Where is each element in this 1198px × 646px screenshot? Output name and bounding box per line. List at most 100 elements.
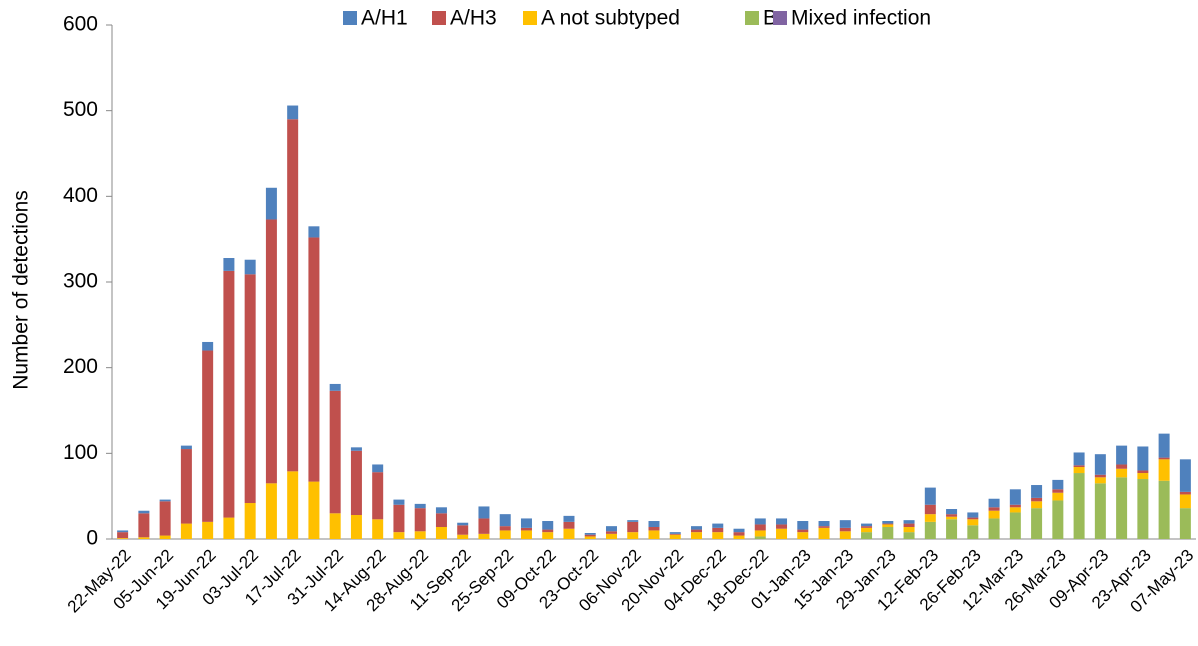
- bar-segment: [1137, 470, 1149, 474]
- bar-segment: [138, 510, 150, 514]
- bar-segment: [924, 504, 936, 515]
- bar-segment: [712, 523, 724, 528]
- bar-segment: [1116, 468, 1128, 478]
- bar-segment: [839, 527, 851, 532]
- bar-segment: [669, 533, 681, 535]
- bar-segment: [350, 515, 362, 539]
- y-tick-label: 200: [63, 355, 98, 378]
- bar-segment: [1073, 473, 1085, 539]
- bar-segment: [797, 532, 809, 539]
- bar-segment: [414, 508, 426, 532]
- bar-segment: [627, 520, 639, 522]
- legend-label: A/H3: [450, 7, 497, 30]
- legend-swatch: [343, 11, 357, 25]
- bar-segment: [669, 534, 681, 539]
- legend-swatch: [523, 11, 537, 25]
- y-tick-label: 100: [63, 441, 98, 464]
- bar-segment: [520, 530, 532, 539]
- bar-segment: [159, 501, 171, 536]
- bar-segment: [117, 538, 129, 539]
- bar-segment: [287, 471, 299, 539]
- bar-segment: [648, 521, 660, 528]
- bar-segment: [542, 532, 554, 539]
- legend-swatch: [745, 11, 759, 25]
- bar-segment: [393, 504, 405, 533]
- bar-segment: [776, 518, 788, 525]
- bar-segment: [1179, 459, 1191, 492]
- bar-segment: [1158, 433, 1170, 458]
- bar-segment: [308, 226, 320, 238]
- bar-segment: [627, 521, 639, 533]
- bar-segment: [478, 518, 490, 534]
- bar-segment: [329, 383, 341, 391]
- bar-segment: [627, 532, 639, 539]
- bar-segment: [1009, 512, 1021, 539]
- y-tick-label: 500: [63, 98, 98, 121]
- bar-segment: [159, 535, 171, 539]
- bar-segment: [1009, 489, 1021, 505]
- bar-segment: [287, 119, 299, 472]
- bar-segment: [1179, 491, 1191, 495]
- bar-segment: [563, 528, 575, 539]
- bar-segment: [818, 521, 830, 527]
- bar-segment: [1031, 485, 1043, 498]
- bar-segment: [435, 507, 447, 514]
- bar-segment: [393, 532, 405, 539]
- bar-segment: [499, 530, 511, 539]
- bar-segment: [457, 522, 469, 526]
- bar-segment: [138, 513, 150, 538]
- bar-segment: [1073, 452, 1085, 466]
- bar-segment: [1179, 508, 1191, 539]
- bar-segment: [265, 187, 277, 220]
- bar-segment: [1158, 480, 1170, 539]
- bar-segment: [1052, 500, 1064, 539]
- legend-label: A/H1: [361, 7, 408, 30]
- y-tick-label: 600: [63, 13, 98, 36]
- bar-segment: [117, 530, 129, 533]
- bar-segment: [542, 529, 554, 533]
- bar-segment: [584, 533, 596, 535]
- bar-segment: [1009, 507, 1021, 513]
- bar-segment: [520, 518, 532, 528]
- bar-segment: [797, 521, 809, 530]
- bar-segment: [1137, 446, 1149, 471]
- bar-segment: [435, 527, 447, 539]
- bar-segment: [1158, 457, 1170, 460]
- bar-segment: [350, 447, 362, 451]
- bar-segment: [138, 537, 150, 539]
- bar-segment: [159, 499, 171, 502]
- bar-segment: [563, 515, 575, 522]
- bar-segment: [754, 524, 766, 531]
- bar-segment: [691, 529, 703, 533]
- bar-segment: [1116, 445, 1128, 465]
- bar-segment: [754, 518, 766, 525]
- bar-segment: [350, 450, 362, 516]
- bar-segment: [1137, 479, 1149, 539]
- bar-segment: [1179, 494, 1191, 509]
- bar-segment: [967, 525, 979, 539]
- bar-segment: [202, 341, 214, 351]
- bar-segment: [1116, 464, 1128, 469]
- bar-segment: [691, 526, 703, 530]
- bar-segment: [499, 526, 511, 531]
- bar-segment: [244, 259, 256, 275]
- bar-segment: [882, 523, 894, 525]
- bar-segment: [244, 274, 256, 504]
- bar-segment: [988, 518, 1000, 539]
- bar-segment: [180, 449, 192, 524]
- bar-segment: [1031, 497, 1043, 502]
- bar-segment: [861, 523, 873, 527]
- bar-segment: [754, 530, 766, 537]
- bar-segment: [648, 527, 660, 531]
- bar-segment: [861, 526, 873, 528]
- bar-segment: [180, 445, 192, 450]
- bar-segment: [435, 513, 447, 528]
- bar-segment: [478, 506, 490, 519]
- bar-segment: [988, 498, 1000, 508]
- bar-segment: [882, 527, 894, 539]
- bar-segment: [223, 270, 235, 518]
- bar-segment: [1009, 504, 1021, 508]
- bar-segment: [414, 503, 426, 509]
- bar-segment: [265, 483, 277, 539]
- bar-segment: [903, 527, 915, 533]
